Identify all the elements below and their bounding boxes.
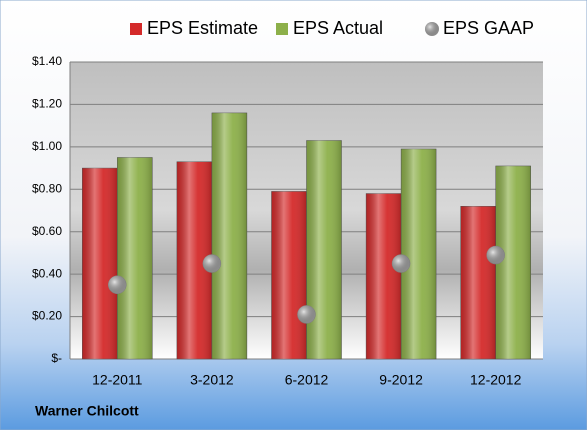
marks bbox=[82, 112, 531, 360]
legend-swatch-shine bbox=[425, 22, 439, 36]
y-tick-label: $0.20 bbox=[32, 309, 62, 323]
y-tick-label: $1.40 bbox=[32, 54, 62, 68]
annotation: Warner Chilcott bbox=[35, 403, 139, 419]
bar-shine bbox=[82, 168, 118, 359]
y-tick-label: $1.00 bbox=[32, 139, 62, 153]
point-shine bbox=[486, 246, 505, 265]
point-shine bbox=[108, 275, 127, 294]
legend-swatch bbox=[276, 23, 288, 35]
x-tick-label: 6-2012 bbox=[285, 372, 329, 388]
bar-shine bbox=[306, 140, 342, 359]
legend-swatch bbox=[130, 23, 142, 35]
x-tick-label: 3-2012 bbox=[190, 372, 234, 388]
bar-shine bbox=[401, 148, 437, 359]
legend-label: EPS GAAP bbox=[443, 18, 534, 38]
bar-shine bbox=[366, 193, 402, 359]
y-tick-label: $0.80 bbox=[32, 181, 62, 195]
y-tick-label: $0.60 bbox=[32, 224, 62, 238]
legend-label: EPS Estimate bbox=[147, 18, 258, 38]
x-tick-label: 9-2012 bbox=[379, 372, 423, 388]
bar-shine bbox=[460, 206, 496, 359]
bar-shine bbox=[495, 165, 531, 359]
y-tick-label: $0.40 bbox=[32, 266, 62, 280]
y-tick-label: $- bbox=[51, 351, 62, 365]
bar-shine bbox=[211, 112, 247, 360]
bar-shine bbox=[117, 157, 153, 359]
x-tick-label: 12-2011 bbox=[92, 372, 143, 388]
y-tick-label: $1.20 bbox=[32, 97, 62, 111]
legend: EPS Estimate EPS Actual EPS GAAP bbox=[130, 18, 534, 38]
x-tick-label: 12-2012 bbox=[470, 372, 522, 388]
bar-shine bbox=[271, 191, 307, 359]
point-shine bbox=[202, 254, 221, 273]
legend-label: EPS Actual bbox=[293, 18, 383, 38]
point-shine bbox=[297, 305, 316, 324]
point-shine bbox=[392, 254, 411, 273]
